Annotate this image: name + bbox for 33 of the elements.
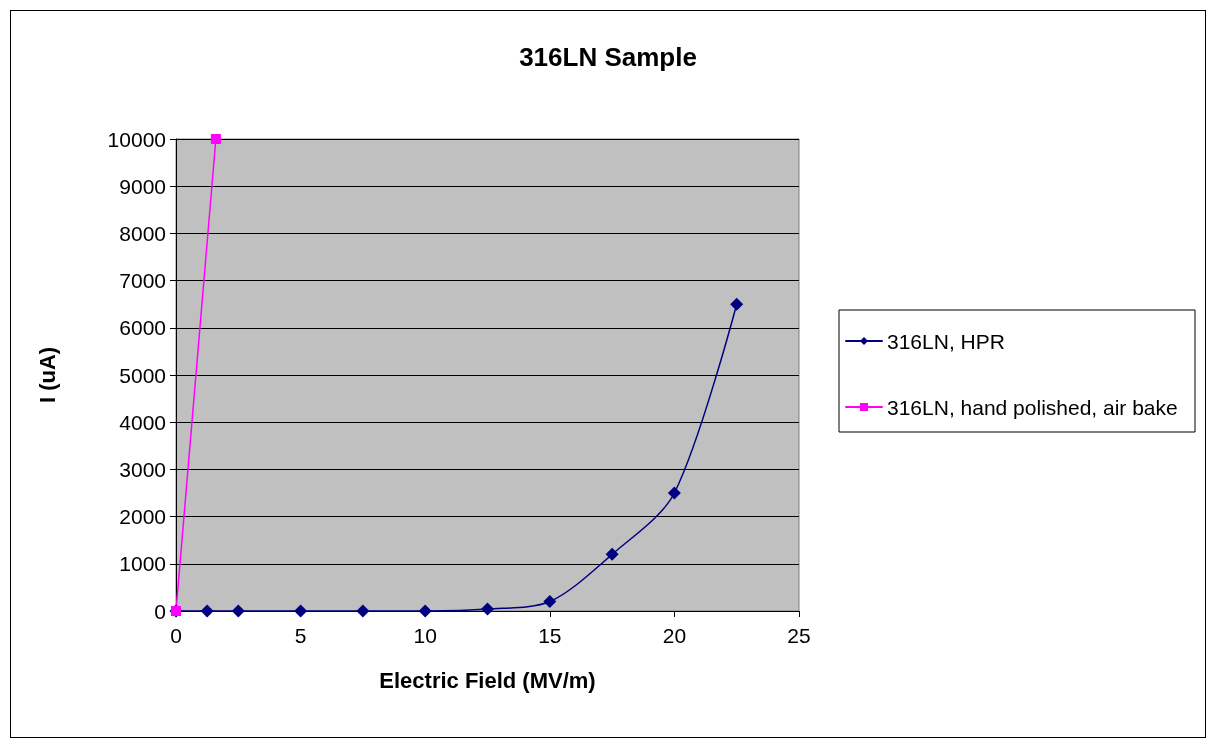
y-axis-title: I (uA)	[34, 346, 60, 404]
x-tick-label: 10	[413, 624, 437, 647]
y-tick-label: 3000	[119, 457, 166, 481]
y-tick-label: 5000	[119, 363, 166, 387]
y-tick-label: 10000	[107, 127, 166, 151]
y-tick-label: 6000	[119, 316, 166, 340]
legend-label: 316LN, hand polished, air bake	[887, 395, 1178, 419]
y-tick-label: 8000	[119, 221, 166, 245]
y-tick-label: 2000	[119, 505, 166, 529]
x-tick-label: 5	[294, 624, 307, 647]
point	[667, 486, 681, 500]
point	[356, 604, 370, 618]
x-tick-label: 25	[787, 624, 811, 647]
point	[294, 604, 308, 618]
x-tick-label: 15	[538, 624, 562, 647]
y-tick-label: 1000	[119, 552, 166, 576]
point	[730, 297, 744, 311]
point	[418, 604, 432, 618]
x-tick-label: 20	[662, 624, 687, 647]
point	[481, 602, 494, 616]
legend-label: 316LN, HPR	[887, 329, 1005, 353]
point	[210, 134, 221, 144]
y-tick-label: 4000	[119, 410, 166, 434]
point	[605, 547, 619, 561]
y-tick-label: 0	[154, 599, 166, 623]
x-axis-title: Electric Field (MV/m)	[379, 667, 596, 693]
y-tick-label: 9000	[119, 174, 166, 198]
x-tick-label: 0	[170, 624, 182, 647]
point	[543, 595, 557, 609]
y-tick-label: 7000	[119, 269, 166, 293]
point	[231, 604, 245, 618]
point	[200, 604, 214, 618]
chart-title: 316LN Sample	[519, 42, 697, 72]
